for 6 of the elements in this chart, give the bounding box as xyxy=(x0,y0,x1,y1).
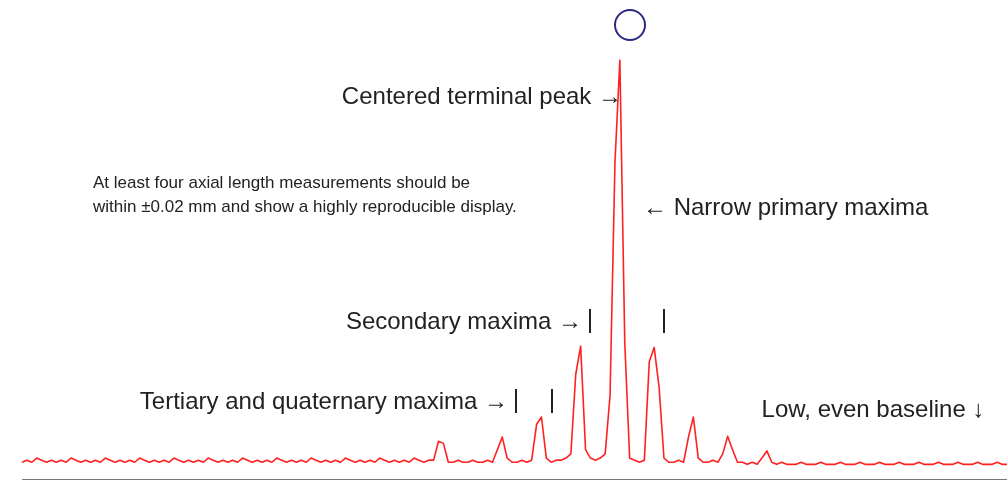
annotation: Low, even baseline ↓ xyxy=(761,394,985,422)
annotation: At least four axial length measurements should be within ±0.02 mm and show a highly reproducible display. xyxy=(92,172,517,217)
annotation: Secondary maxima → xyxy=(345,306,582,334)
annotation: Tertiary and quaternary maxima → xyxy=(139,386,508,414)
annotation: Centered terminal peak → xyxy=(341,81,622,109)
annotation: ← Narrow primary maxima xyxy=(643,192,930,220)
